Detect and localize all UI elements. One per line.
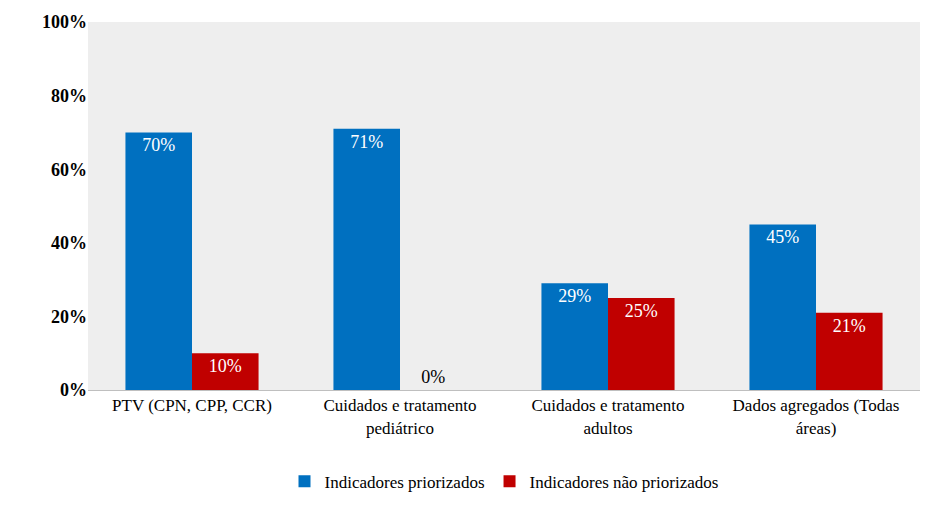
svg-text:25%: 25% xyxy=(625,301,658,321)
svg-text:Dados agregados (Todasáreas): Dados agregados (Todasáreas) xyxy=(733,396,900,437)
svg-text:Cuidados e tratamentopediátric: Cuidados e tratamentopediátrico xyxy=(324,396,477,437)
svg-text:Indicadores não priorizados: Indicadores não priorizados xyxy=(530,473,719,492)
svg-text:40%: 40% xyxy=(51,233,87,253)
svg-text:100%: 100% xyxy=(42,12,87,32)
svg-text:45%: 45% xyxy=(766,227,799,247)
svg-text:10%: 10% xyxy=(209,356,242,376)
svg-text:29%: 29% xyxy=(558,286,591,306)
svg-text:20%: 20% xyxy=(51,307,87,327)
svg-text:21%: 21% xyxy=(833,316,866,336)
svg-text:Cuidados e tratamentoadultos: Cuidados e tratamentoadultos xyxy=(532,396,685,437)
svg-text:0%: 0% xyxy=(421,367,445,387)
svg-text:Indicadores priorizados: Indicadores priorizados xyxy=(325,473,485,492)
svg-text:71%: 71% xyxy=(350,132,383,152)
svg-text:80%: 80% xyxy=(51,86,87,106)
svg-text:60%: 60% xyxy=(51,160,87,180)
svg-text:0%: 0% xyxy=(60,380,87,400)
svg-text:70%: 70% xyxy=(142,135,175,155)
svg-text:PTV (CPN, CPP, CCR): PTV (CPN, CPP, CCR) xyxy=(112,396,272,415)
